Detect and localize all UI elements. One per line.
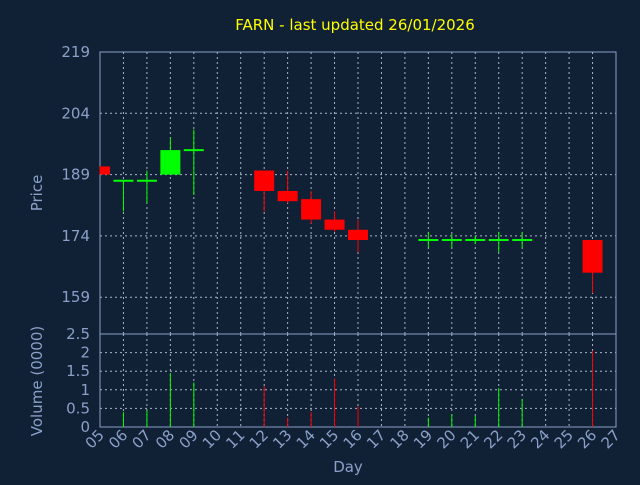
x-tick-label: 11	[222, 426, 248, 452]
volume-series	[122, 350, 594, 427]
price-y-tick-label: 174	[61, 227, 90, 245]
candle	[277, 170, 298, 204]
x-tick-label: 07	[129, 426, 155, 452]
candle	[301, 190, 322, 224]
x-axis-label: Day	[333, 458, 363, 476]
candle	[441, 233, 462, 249]
volume-y-tick-label: 1.5	[66, 362, 90, 380]
volume-y-tick-label: 2.5	[66, 325, 90, 343]
x-tick-label: 18	[387, 426, 413, 452]
candle	[136, 170, 157, 204]
chart-title: FARN - last updated 26/01/2026	[235, 16, 475, 34]
candle	[183, 129, 204, 196]
volume-grid	[99, 333, 617, 428]
candle-body	[160, 150, 181, 175]
x-tick-label: 24	[527, 426, 553, 452]
price-y-axis-label: Price	[28, 175, 46, 212]
candle	[348, 219, 368, 253]
volume-y-tick-label: 0.5	[66, 399, 90, 417]
volume-panel: 2.521.510.50 Volume (0000) 0506070809101…	[28, 325, 624, 476]
candle-body	[348, 229, 368, 240]
candle-series	[99, 129, 603, 294]
x-tick-label: 15	[316, 426, 342, 452]
volume-y-tick-label: 2	[80, 344, 90, 362]
candle	[512, 231, 533, 249]
x-tick-label: 09	[175, 426, 201, 452]
candle-body	[100, 166, 110, 175]
price-grid	[99, 51, 617, 334]
x-axis-ticks: 0506070809101112131415161718192021222324…	[82, 426, 624, 452]
x-tick-label: 06	[105, 426, 131, 452]
candle	[582, 240, 603, 294]
candle	[160, 137, 181, 175]
candle	[99, 166, 110, 175]
price-y-tick-label: 159	[61, 288, 90, 306]
volume-y-ticks: 2.521.510.50	[66, 325, 90, 436]
x-tick-label: 26	[574, 426, 600, 452]
x-tick-label: 20	[433, 426, 459, 452]
volume-y-tick-label: 1	[80, 381, 90, 399]
x-tick-label: 17	[363, 426, 389, 452]
candle-body	[582, 240, 603, 273]
candle	[418, 231, 439, 249]
candle	[465, 235, 486, 245]
price-y-ticks: 219 204 189 174 159	[61, 43, 90, 306]
x-tick-label: 13	[269, 426, 295, 452]
x-tick-label: 22	[480, 426, 506, 452]
x-tick-label: 08	[152, 426, 178, 452]
candle-body	[277, 190, 298, 202]
price-panel: 219 204 189 174 159 Price	[28, 43, 617, 335]
candle	[324, 211, 345, 232]
price-y-tick-label: 204	[61, 104, 90, 122]
candle-body	[324, 219, 345, 230]
price-y-tick-label: 219	[61, 43, 90, 61]
x-tick-label: 12	[246, 426, 272, 452]
volume-y-tick-label: 0	[80, 418, 90, 436]
x-tick-label: 19	[410, 426, 436, 452]
volume-y-axis-label: Volume (0000)	[28, 326, 46, 436]
candle	[488, 231, 509, 253]
x-tick-label: 25	[551, 426, 577, 452]
x-tick-label: 21	[457, 426, 483, 452]
x-tick-label: 14	[293, 426, 319, 452]
candle	[113, 179, 134, 212]
x-tick-label: 16	[340, 426, 366, 452]
x-tick-label: 23	[504, 426, 530, 452]
candle	[254, 170, 275, 212]
candle-body	[254, 170, 275, 191]
candle-body	[301, 199, 322, 220]
x-tick-label: 10	[199, 426, 225, 452]
x-tick-label: 27	[598, 426, 624, 452]
price-y-tick-label: 189	[61, 166, 90, 184]
